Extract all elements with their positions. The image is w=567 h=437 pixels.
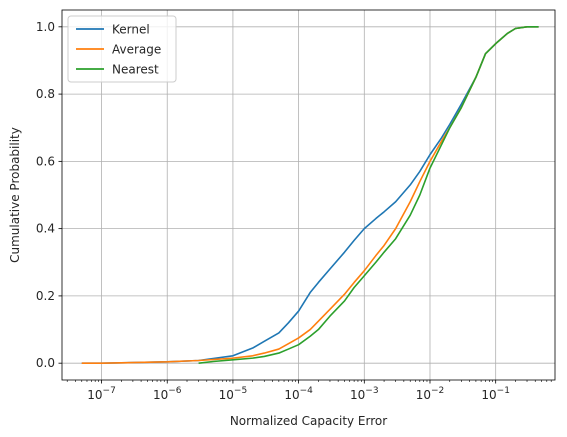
legend-box [67,15,177,83]
legend: Kernel Average Nearest [67,15,177,83]
legend-label: Average [112,43,161,57]
y-axis-ticks: 0.0 0.2 0.4 0.6 0.8 1.0 [36,20,62,370]
x-tick-label: 10−6 [153,386,182,402]
x-tick-label: 10−5 [219,386,248,402]
y-tick-label: 0.4 [36,222,55,236]
x-axis-ticks: 10−7 10−6 10−5 10−4 10−3 10−2 10−1 [66,380,552,402]
y-tick-label: 0.2 [36,289,55,303]
legend-label: Kernel [112,23,150,37]
x-tick-label: 10−7 [87,386,116,402]
series-line-nearest [198,26,539,364]
y-tick-label: 0.6 [36,154,55,168]
x-tick-label: 10−3 [350,386,379,402]
legend-label: Nearest [112,63,159,77]
x-tick-label: 10−1 [481,386,510,402]
series-lines [81,26,539,364]
plot-frame [61,9,556,381]
x-tick-label: 10−4 [284,386,313,402]
y-tick-label: 1.0 [36,20,55,34]
x-axis-label: Normalized Capacity Error [230,414,387,428]
y-tick-label: 0.0 [36,356,55,370]
y-axis-label: Cumulative Probability [8,127,22,263]
x-tick-label: 10−2 [416,386,445,402]
y-tick-label: 0.8 [36,87,55,101]
